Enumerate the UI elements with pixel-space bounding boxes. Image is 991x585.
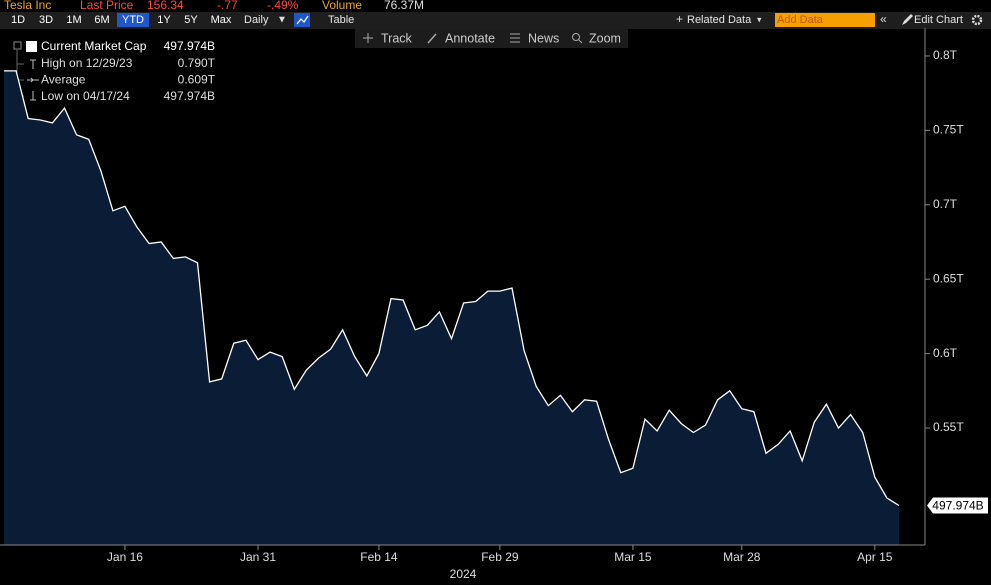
chart-tool[interactable]: Annotate (445, 31, 495, 45)
security-name: Tesla Inc (4, 0, 51, 12)
change-pct: -.49% (267, 0, 299, 12)
chart-tools-bar (355, 29, 628, 48)
period-button-active[interactable] (117, 13, 149, 27)
add-data-placeholder[interactable]: Add Data (777, 14, 824, 26)
dropdown-icon: ▾ (757, 14, 762, 24)
legend-summary-label: High on 12/29/23 (41, 56, 133, 70)
last-value-marker (927, 497, 988, 514)
period-button[interactable]: 1M (66, 14, 81, 26)
legend-summary-value: 497.974B (164, 89, 215, 103)
y-tick-label: 0.8T (933, 48, 958, 62)
zoom-icon-handle (578, 39, 583, 44)
x-tick-label: Feb 29 (481, 550, 519, 564)
average-icon (27, 77, 39, 83)
period-button[interactable]: 6M (94, 14, 109, 26)
zoom-icon (572, 33, 580, 41)
plus-icon: + (676, 12, 683, 26)
dropdown-icon: ▼ (277, 15, 287, 26)
y-tick-label: 0.7T (933, 197, 958, 211)
gear-icon[interactable] (971, 14, 983, 26)
period-button[interactable]: 3D (39, 14, 53, 26)
edit-chart-button[interactable]: Edit Chart (914, 14, 963, 26)
legend-series-value: 497.974B (164, 39, 215, 53)
collapse-icon[interactable]: « (880, 12, 887, 26)
frequency-select[interactable]: Daily (244, 14, 269, 26)
x-tick-label: Mar 28 (723, 550, 761, 564)
volume: 76.37M (384, 0, 424, 12)
annotate-icon (427, 33, 437, 44)
period-button[interactable]: 1D (11, 14, 25, 26)
field-label: Volume (322, 0, 362, 12)
legend-box (10, 38, 220, 106)
legend-summary-value: 0.790T (178, 56, 216, 70)
legend-swatch (26, 41, 37, 52)
legend-summary-label: Average (41, 73, 86, 87)
legend-series-name: Current Market Cap (41, 39, 147, 53)
period-button[interactable]: 1Y (157, 14, 171, 26)
news-icon (510, 33, 520, 43)
toolbar-bg (0, 12, 991, 29)
legend-summary-value: 0.609T (178, 73, 216, 87)
track-icon (363, 33, 373, 43)
period-button[interactable]: YTD (122, 14, 144, 26)
y-tick-label: 0.65T (933, 271, 964, 285)
legend-summary-label: Low on 04/17/24 (41, 89, 130, 103)
y-tick-label: 0.6T (933, 346, 958, 360)
chart-icon (296, 15, 309, 25)
table-button[interactable]: Table (328, 14, 354, 26)
field-label: Last Price (80, 0, 134, 12)
period-button[interactable]: 5Y (184, 14, 198, 26)
high-icon (30, 59, 36, 69)
change: -.77 (217, 0, 238, 12)
x-tick-label: Mar 15 (614, 550, 652, 564)
y-tick-label: 0.55T (933, 420, 964, 434)
low-icon (30, 91, 36, 101)
period-button[interactable]: Max (211, 14, 232, 26)
x-tick-label: Jan 31 (240, 550, 276, 564)
chart-tool[interactable]: Track (381, 31, 413, 45)
x-tick-label: Feb 14 (360, 550, 398, 564)
legend-toggle[interactable] (13, 41, 22, 50)
last-value-label: 497.974B (932, 499, 983, 513)
x-tick-label: Apr 15 (857, 550, 893, 564)
x-tick-label: Jan 16 (107, 550, 143, 564)
pencil-icon (902, 14, 913, 25)
add-data-input[interactable] (775, 13, 875, 27)
area-fill (4, 70, 899, 546)
chart-tool[interactable]: News (528, 31, 559, 45)
line (4, 70, 900, 507)
last-price: 156.34 (147, 0, 184, 12)
chart-tool[interactable]: Zoom (589, 31, 621, 45)
x-axis-label: 2024 (450, 567, 477, 581)
related-data-button[interactable]: Related Data (687, 14, 752, 26)
y-tick-label: 0.75T (933, 123, 964, 137)
